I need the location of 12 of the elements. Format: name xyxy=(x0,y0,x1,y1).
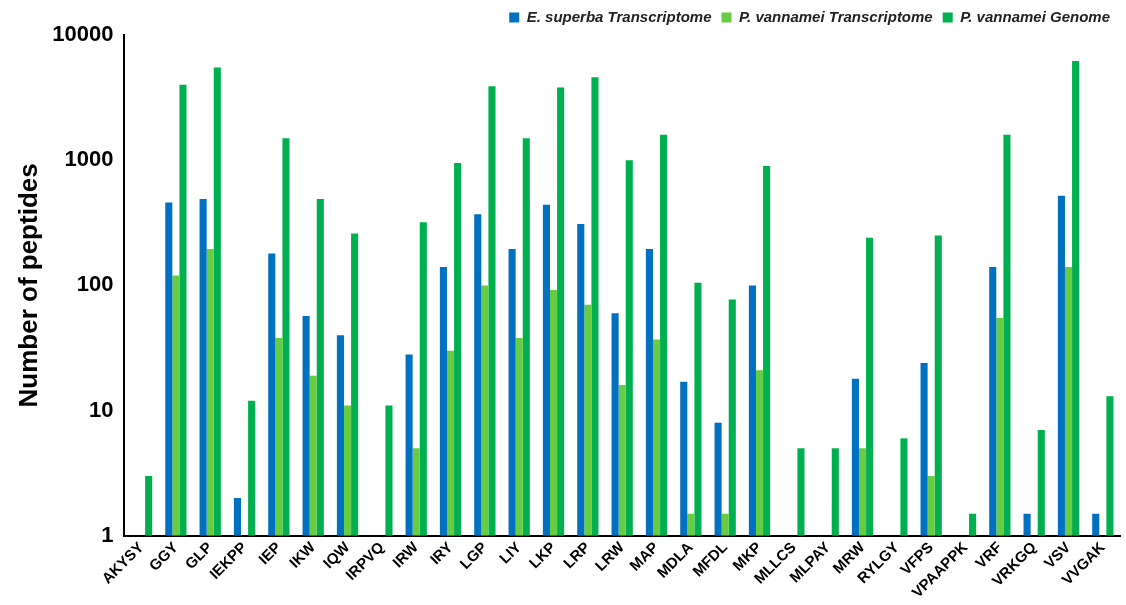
y-tick-label: 10 xyxy=(88,396,114,422)
legend-label: E. superba Transcriptome xyxy=(526,7,712,25)
y-tick-label: 1 xyxy=(101,521,114,547)
x-tick-label: IRY xyxy=(426,538,456,568)
y-tick-label: 1000 xyxy=(64,146,114,172)
legend-label: P. vannamei Genome xyxy=(960,7,1111,25)
x-tick-label: IEP xyxy=(254,538,284,568)
legend-label: P. vannamei Transcriptome xyxy=(739,7,933,25)
x-tick-label: LIY xyxy=(495,538,525,567)
y-tick-label: 10000 xyxy=(52,21,114,47)
y-axis-title: Number of peptides xyxy=(12,163,43,408)
y-tick-label: 100 xyxy=(76,271,114,297)
